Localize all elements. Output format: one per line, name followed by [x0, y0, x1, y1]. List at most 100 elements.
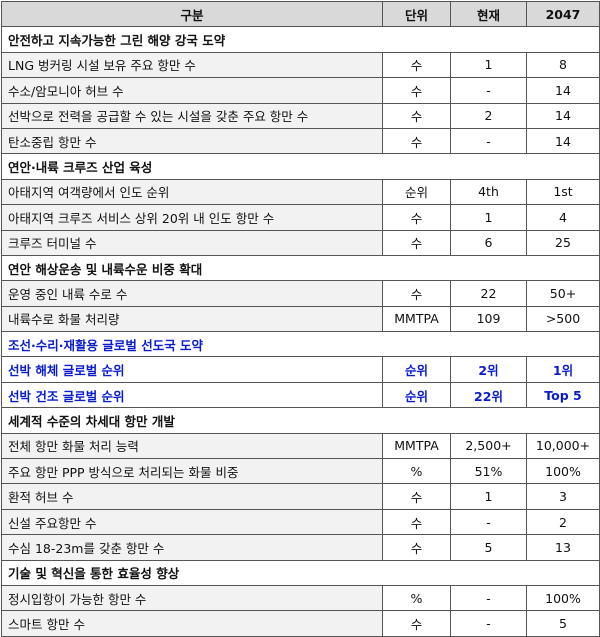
cell: 5 [450, 534, 527, 561]
cell: 25 [526, 229, 600, 256]
cell: 2위 [450, 356, 527, 383]
row-label: 탄소중립 항만 수 [1, 127, 383, 155]
cell: Top 5 [526, 381, 600, 409]
cell: - [450, 610, 527, 637]
cell: 22위 [450, 381, 527, 409]
cell: 100% [526, 584, 600, 612]
section-row: 안전하고 지속가능한 그린 해양 강국 도약 [1, 26, 600, 53]
cell: MMTPA [382, 305, 451, 333]
cell: 수 [382, 127, 451, 155]
row-label: 선박으로 전력을 공급할 수 있는 시설을 갖춘 주요 항만 수 [1, 102, 383, 129]
section-row: 연안·내륙 크루즈 산업 육성 [1, 153, 600, 180]
data-row: 선박 건조 글로벌 순위 순위 22위 Top 5 [1, 381, 600, 409]
cell: MMTPA [382, 432, 451, 460]
cell: 수 [382, 229, 451, 256]
row-label: 신설 주요항만 수 [1, 508, 383, 536]
section-row: 연안 해상운송 및 내륙수운 비중 확대 [1, 254, 600, 282]
section-row: 조선·수리·재활용 글로벌 선도국 도약 [1, 331, 600, 358]
cell: 13 [526, 534, 600, 561]
data-row: 선박 해체 글로벌 순위 순위 2위 1위 [1, 356, 600, 383]
cell: % [382, 584, 451, 612]
row-label: 환적 허브 수 [1, 483, 383, 510]
cell: 1 [450, 51, 527, 79]
row-label: 아태지역 크루즈 서비스 상위 20위 내 인도 항만 수 [1, 204, 383, 231]
table-body: 안전하고 지속가능한 그린 해양 강국 도약 LNG 벙커링 시설 보유 주요 항… [1, 26, 600, 637]
cell: 수 [382, 204, 451, 231]
header-cell: 구분 [1, 0, 383, 28]
cell: 1위 [526, 356, 600, 383]
data-row: 아태지역 여객량에서 인도 순위 순위 4th 1st [1, 178, 600, 206]
cell: 수 [382, 280, 451, 307]
data-row: 탄소중립 항만 수 수 -14 [1, 127, 600, 155]
cell: 100% [526, 458, 600, 485]
data-row: 선박으로 전력을 공급할 수 있는 시설을 갖춘 주요 항만 수 수 2 14 [1, 102, 600, 129]
cell: 순위 [382, 356, 451, 383]
data-row: 내륙수로 화물 처리량 MMTPA 109 >500 [1, 305, 600, 333]
section-row: 세계적 수준의 차세대 항만 개발 [1, 407, 600, 434]
data-row: 수심 18-23m를 갖춘 항만 수 수 5 13 [1, 534, 600, 561]
header-cell: 현재 [450, 0, 527, 28]
data-row: 크루즈 터미널 수 수 6 25 [1, 229, 600, 256]
row-label: 내륙수로 화물 처리량 [1, 305, 383, 333]
row-label: 수심 18-23m를 갖춘 항만 수 [1, 534, 383, 561]
cell: 수 [382, 77, 451, 104]
data-row: 정시입항이 가능한 항만 수% -100% [1, 584, 600, 612]
row-label: 선박 해체 글로벌 순위 [1, 356, 383, 383]
cell: - [450, 584, 527, 612]
cell: 수 [382, 508, 451, 536]
cell: 2 [450, 102, 527, 129]
cell: 2 [526, 508, 600, 536]
cell: 수 [382, 51, 451, 79]
cell: 51% [450, 458, 527, 485]
cell: 수 [382, 534, 451, 561]
cell: - [450, 508, 527, 536]
section-title: 연안 해상운송 및 내륙수운 비중 확대 [1, 254, 600, 282]
row-label: LNG 벙커링 시설 보유 주요 항만 수 [1, 51, 383, 79]
cell: 14 [526, 102, 600, 129]
cell: 8 [526, 51, 600, 79]
cell: 50+ [526, 280, 600, 307]
cell: 1st [526, 178, 600, 206]
cell: - [450, 127, 527, 155]
header-cell: 단위 [382, 0, 451, 28]
cell: 4 [526, 204, 600, 231]
cell: 5 [526, 610, 600, 637]
cell: 수 [382, 483, 451, 510]
cell: 14 [526, 127, 600, 155]
row-label: 수소/암모니아 허브 수 [1, 77, 383, 104]
cell: 10,000+ [526, 432, 600, 460]
row-label: 전체 항만 화물 처리 능력 [1, 432, 383, 460]
header-cell: 2047 [526, 0, 600, 28]
row-label: 선박 건조 글로벌 순위 [1, 381, 383, 409]
cell: 수 [382, 102, 451, 129]
row-label: 크루즈 터미널 수 [1, 229, 383, 256]
cell: 14 [526, 77, 600, 104]
data-row: 전체 항만 화물 처리 능력 MMTPA 2,500+ 10,000+ [1, 432, 600, 460]
section-title: 안전하고 지속가능한 그린 해양 강국 도약 [1, 26, 600, 53]
row-label: 아태지역 여객량에서 인도 순위 [1, 178, 383, 206]
row-label: 운영 중인 내륙 수로 수 [1, 280, 383, 307]
cell: 순위 [382, 178, 451, 206]
section-title: 기술 및 혁신을 통한 효율성 향상 [1, 559, 600, 586]
cell: - [450, 77, 527, 104]
section-title: 조선·수리·재활용 글로벌 선도국 도약 [1, 331, 600, 358]
row-label: 주요 항만 PPP 방식으로 처리되는 화물 비중 [1, 458, 383, 485]
cell: >500 [526, 305, 600, 333]
cell: 22 [450, 280, 527, 307]
row-label: 스마트 항만 수 [1, 610, 383, 637]
cell: 109 [450, 305, 527, 333]
data-row: 주요 항만 PPP 방식으로 처리되는 화물 비중% 51% 100% [1, 458, 600, 485]
cell: 수 [382, 610, 451, 637]
cell: 2,500+ [450, 432, 527, 460]
header-row: 구분 단위 현재 2047 [1, 0, 600, 28]
data-row: 수소/암모니아 허브 수 수 -14 [1, 77, 600, 104]
row-label: 정시입항이 가능한 항만 수 [1, 584, 383, 612]
data-row: 운영 중인 내륙 수로 수 수 22 50+ [1, 280, 600, 307]
